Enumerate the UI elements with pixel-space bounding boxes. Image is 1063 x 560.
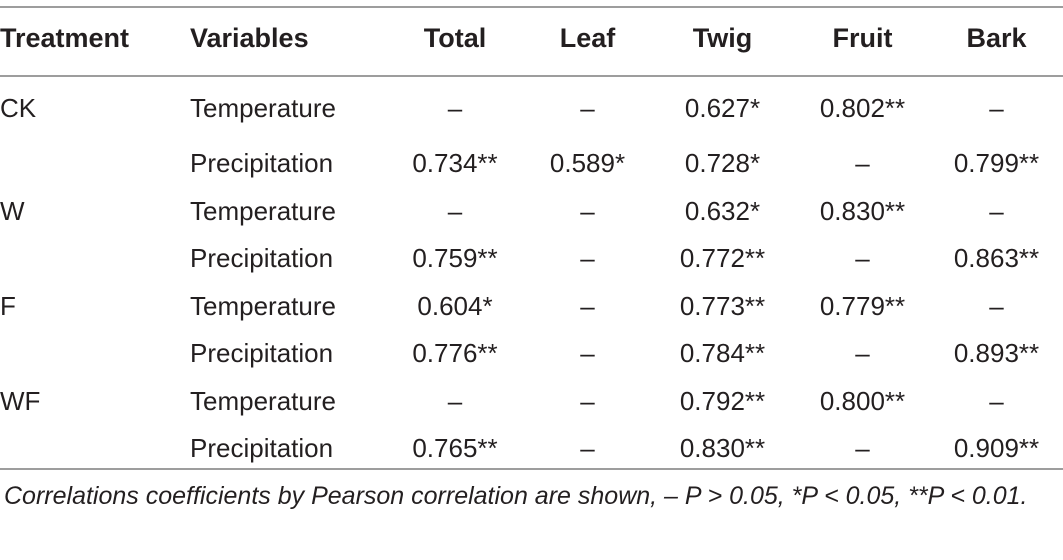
cell-treatment: [0, 140, 190, 188]
header-fruit: Fruit: [832, 22, 893, 53]
header-variables: Variables: [190, 22, 309, 53]
cell-treatment: W: [0, 195, 25, 226]
cell-total: –: [447, 195, 463, 226]
header-treatment: Treatment: [0, 22, 130, 53]
header-row: Treatment Variables Total Leaf Twig Frui…: [0, 0, 1063, 76]
cell-twig: 0.773**: [679, 290, 766, 321]
cell-twig: 0.632*: [684, 195, 761, 226]
cell-bark: 0.799**: [953, 148, 1040, 179]
cell-leaf: –: [580, 338, 595, 369]
table-header: Treatment Variables Total Leaf Twig Frui…: [0, 0, 1063, 76]
cell-variable: Temperature: [190, 92, 336, 123]
header-rule: [0, 75, 1063, 77]
cell-fruit: –: [855, 148, 870, 179]
cell-total: 0.759**: [412, 243, 498, 274]
cell-fruit: 0.830**: [819, 195, 906, 226]
header-bark: Bark: [966, 22, 1027, 53]
cell-total: –: [447, 92, 463, 123]
cell-variable: Temperature: [190, 195, 336, 226]
cell-fruit: 0.779**: [819, 290, 906, 321]
cell-variable: Precipitation: [190, 338, 334, 369]
table-row: Precipitation 0.759** – 0.772** – 0.863**: [0, 235, 1063, 283]
table-row: W Temperature – – 0.632* 0.830** –: [0, 188, 1063, 236]
cell-leaf: –: [580, 92, 595, 123]
cell-bark: –: [989, 290, 1004, 321]
correlation-table: Treatment Variables Total Leaf Twig Frui…: [0, 0, 1063, 473]
table-row: Precipitation 0.734** 0.589* 0.728* – 0.799**: [0, 140, 1063, 188]
cell-leaf: –: [580, 433, 595, 464]
cell-twig: 0.792**: [679, 385, 766, 416]
cell-twig: 0.772**: [679, 243, 766, 274]
cell-fruit: 0.802**: [819, 92, 906, 123]
header-leaf: Leaf: [559, 22, 616, 53]
cell-fruit: –: [855, 433, 870, 464]
cell-total: –: [447, 385, 463, 416]
cell-variable: Precipitation: [190, 148, 334, 179]
cell-total: 0.734**: [412, 148, 498, 179]
table-row: F Temperature 0.604* – 0.773** 0.779** –: [0, 283, 1063, 331]
cell-bark: 0.893**: [953, 338, 1040, 369]
cell-treatment: F: [0, 290, 16, 321]
cell-leaf: 0.589*: [549, 148, 626, 179]
table-row: CK Temperature – – 0.627* 0.802** –: [0, 76, 1063, 140]
cell-leaf: –: [580, 195, 595, 226]
cell-bark: –: [989, 385, 1004, 416]
cell-twig: 0.784**: [679, 338, 766, 369]
cell-fruit: 0.800**: [819, 385, 906, 416]
cell-leaf: –: [580, 290, 595, 321]
cell-treatment: [0, 330, 190, 378]
cell-treatment: CK: [0, 92, 37, 123]
cell-treatment: [0, 425, 190, 473]
cell-variable: Temperature: [190, 385, 336, 416]
table-body: CK Temperature – –0.627* 0.802** – Precipitati…: [0, 76, 1063, 473]
cell-twig: 0.728*: [684, 148, 761, 179]
top-rule: [0, 6, 1063, 8]
cell-bark: –: [989, 92, 1004, 123]
header-twig: Twig: [692, 22, 753, 53]
cell-total: 0.765**: [412, 433, 498, 464]
header-total: Total: [423, 22, 487, 53]
cell-variable: Temperature: [190, 290, 336, 321]
table-row: Precipitation 0.765** – 0.830** – 0.909**: [0, 425, 1063, 473]
cell-bark: 0.863**: [953, 243, 1040, 274]
cell-total: 0.604*: [417, 290, 493, 321]
cell-total: 0.776**: [412, 338, 498, 369]
cell-fruit: –: [855, 243, 870, 274]
cell-bark: 0.909**: [953, 433, 1040, 464]
cell-bark: –: [989, 195, 1004, 226]
cell-leaf: –: [580, 385, 595, 416]
table-footnote: Correlations coefficients by Pearson cor…: [4, 482, 1028, 510]
cell-fruit: –: [855, 338, 870, 369]
cell-twig: 0.830**: [679, 433, 766, 464]
cell-twig: 0.627*: [684, 92, 761, 123]
cell-variable: Precipitation: [190, 433, 334, 464]
table-row: WF Temperature – – 0.792** 0.800** –: [0, 378, 1063, 426]
cell-variable: Precipitation: [190, 243, 334, 274]
bottom-rule: [0, 468, 1063, 470]
cell-treatment: WF: [0, 385, 41, 416]
cell-leaf: –: [580, 243, 595, 274]
cell-treatment: [0, 235, 190, 283]
table-row: Precipitation 0.776** – 0.784** – 0.893**: [0, 330, 1063, 378]
